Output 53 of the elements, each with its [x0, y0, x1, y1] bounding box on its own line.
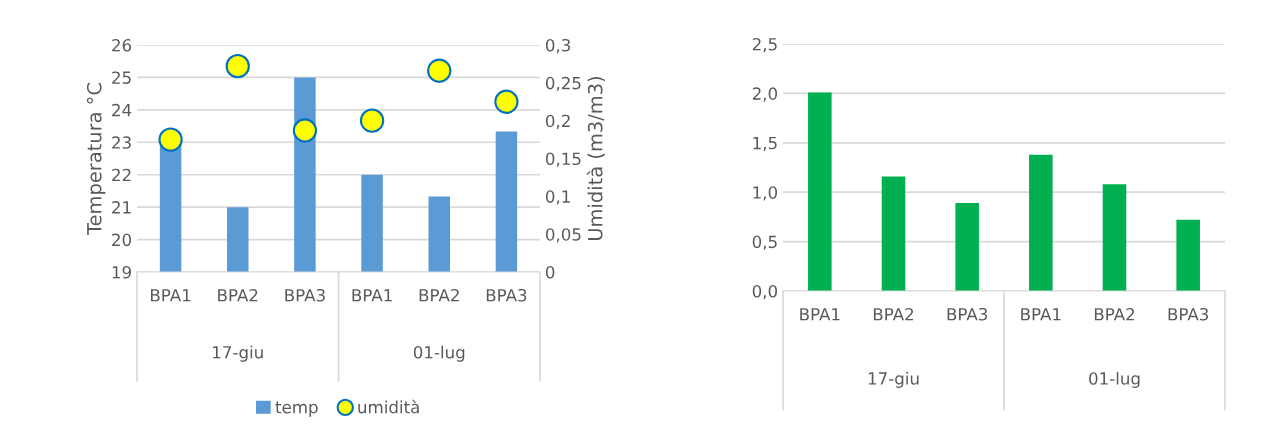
- y-tick-label: 2,0: [752, 87, 778, 102]
- y-axis-title: Temperatura °C: [86, 83, 106, 236]
- y-tick-label: 21: [112, 201, 131, 214]
- legend-label: temp: [275, 401, 318, 417]
- y-tick-label: 1,5: [753, 136, 777, 152]
- point: [158, 127, 183, 152]
- y-tick-label: 2,5: [752, 37, 777, 53]
- legend-label: umidità: [358, 399, 419, 414]
- x-tick-label: BPA2: [873, 307, 914, 321]
- x-tick-label: BPA3: [947, 307, 988, 321]
- y-tick-label: 0,5: [752, 235, 777, 250]
- text: 01-lug: [1089, 371, 1140, 388]
- y2-tick-label: 0,3: [545, 38, 571, 54]
- y2-tick-label: 0,15: [545, 152, 581, 167]
- y2-axis-title: Umidità (m3/m3): [586, 76, 605, 240]
- text: 01-lug: [413, 345, 465, 362]
- bar: [881, 176, 906, 291]
- x-tick-label: BPA1: [352, 289, 392, 302]
- y-tick-label: 23: [112, 136, 131, 149]
- x-tick-label: BPA3: [1168, 307, 1209, 321]
- y2-tick-label: 0,2: [545, 114, 570, 129]
- y2-tick-label: 0,25: [545, 76, 581, 92]
- x-tick-label: BPA2: [419, 288, 459, 302]
- bar: [1102, 184, 1127, 291]
- y2-tick-label: 0,05: [545, 228, 581, 243]
- y-tick-label: 25: [112, 71, 131, 84]
- y-tick-label: 19: [112, 265, 131, 279]
- point: [292, 118, 318, 143]
- x-tick-label: BPA2: [218, 288, 258, 302]
- y-tick-label: 26: [112, 38, 132, 52]
- y-tick-label: 22: [112, 168, 131, 182]
- y2-tick-label: 0,1: [545, 190, 570, 205]
- point: [225, 54, 250, 79]
- bar: [955, 203, 979, 291]
- x-tick-label: BPA3: [285, 288, 325, 302]
- text: 17-giu: [868, 371, 919, 388]
- y-tick-label: 20: [112, 233, 132, 247]
- point: [427, 58, 452, 83]
- x-tick-label: BPA1: [800, 308, 840, 321]
- x-tick-label: BPA1: [151, 289, 191, 302]
- point: [494, 89, 519, 114]
- y-tick-label: 24: [112, 103, 132, 117]
- bar: [808, 92, 832, 291]
- y-tick-label: 1,0: [753, 186, 778, 201]
- y2-tick-label: 0: [545, 265, 555, 279]
- x-tick-label: BPA2: [1094, 307, 1135, 321]
- x-tick-label: BPA3: [486, 288, 527, 302]
- y-tick-label: 0,0: [752, 284, 778, 300]
- bar: [1176, 219, 1200, 291]
- x-tick-label: BPA1: [1021, 308, 1061, 321]
- bar: [1029, 154, 1053, 291]
- text: 17-giu: [213, 345, 263, 362]
- point: [359, 108, 385, 133]
